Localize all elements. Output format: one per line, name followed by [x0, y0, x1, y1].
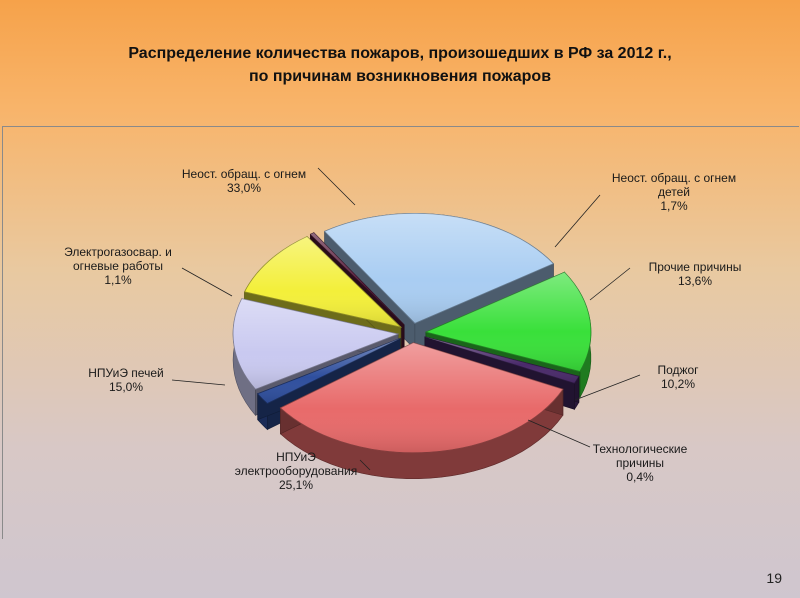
leader-line-4 — [527, 419, 591, 448]
slice-label-4-line-2: 0,4% — [626, 470, 654, 484]
leader-line-3 — [574, 374, 641, 401]
slice-label-4: Технологические причины 0,4% — [593, 442, 688, 484]
slice-label-7-line-0: Электрогазосвар. и — [64, 245, 172, 259]
pie-slice-gloss-1 — [257, 338, 401, 404]
slice-label-7-line-1: огневые работы — [73, 259, 163, 273]
slice-label-0-line-0: Неост. обращ. с огнем — [182, 167, 306, 181]
leader-line-5 — [359, 459, 371, 471]
slice-label-4-line-1: причины — [616, 456, 664, 470]
page-number: 19 — [766, 570, 782, 586]
slice-label-6-line-0: НПУиЭ печей — [88, 366, 163, 380]
chart-title-line2: по причинам возникновения пожаров — [248, 68, 552, 85]
slice-label-0: Неост. обращ. с огнем 33,0% — [182, 167, 306, 195]
slice-label-0-line-1: 33,0% — [227, 181, 261, 195]
pie-slice-gloss-0 — [280, 342, 563, 453]
slice-label-6: НПУиЭ печей 15,0% — [88, 366, 163, 394]
slice-label-7-line-2: 1,1% — [104, 273, 132, 287]
slice-label-3-line-1: 10,2% — [661, 377, 695, 391]
slice-label-5-line-1: электрооборудования — [235, 464, 358, 478]
slice-label-1-line-0: Неост. обращ. с огнем — [612, 171, 736, 185]
leader-line-7 — [181, 267, 233, 297]
leader-line-2 — [589, 267, 631, 301]
slice-label-5-line-2: 25,1% — [279, 478, 313, 492]
slice-label-5: НПУиЭ электрооборудования 25,1% — [235, 450, 358, 492]
slice-label-1-line-1: детей — [658, 185, 690, 199]
pie-slice-gloss-4 — [310, 232, 405, 325]
leader-line-1 — [554, 194, 601, 248]
pie-slice-gloss-5 — [324, 213, 554, 324]
pie-slice-gloss-6 — [425, 272, 591, 372]
slice-label-7: Электрогазосвар. и огневые работы 1,1% — [64, 245, 172, 287]
chart-frame — [2, 126, 799, 539]
slice-label-1-line-2: 1,7% — [660, 199, 688, 213]
pie-slice-gloss-2 — [233, 298, 399, 390]
leader-line-6 — [171, 379, 226, 386]
slice-label-6-line-1: 15,0% — [109, 380, 143, 394]
slice-label-2: Прочие причины 13,6% — [649, 260, 742, 288]
pie-slice-gloss-7 — [424, 336, 579, 384]
slice-label-3-line-0: Поджог — [657, 363, 699, 377]
slice-label-2-line-1: 13,6% — [678, 274, 712, 288]
slice-label-2-line-0: Прочие причины — [649, 260, 742, 274]
slice-label-1: Неост. обращ. с огнем детей 1,7% — [612, 171, 736, 213]
slice-label-5-line-0: НПУиЭ — [276, 450, 316, 464]
slice-label-4-line-0: Технологические — [593, 442, 688, 456]
pie-slice-gloss-3 — [244, 236, 401, 328]
chart-title-line1: Распределение количества пожаров, произо… — [128, 45, 672, 62]
chart-title: Распределение количества пожаров, произо… — [0, 42, 800, 88]
leader-line-0 — [317, 167, 356, 206]
slice-label-3: Поджог 10,2% — [657, 363, 699, 391]
